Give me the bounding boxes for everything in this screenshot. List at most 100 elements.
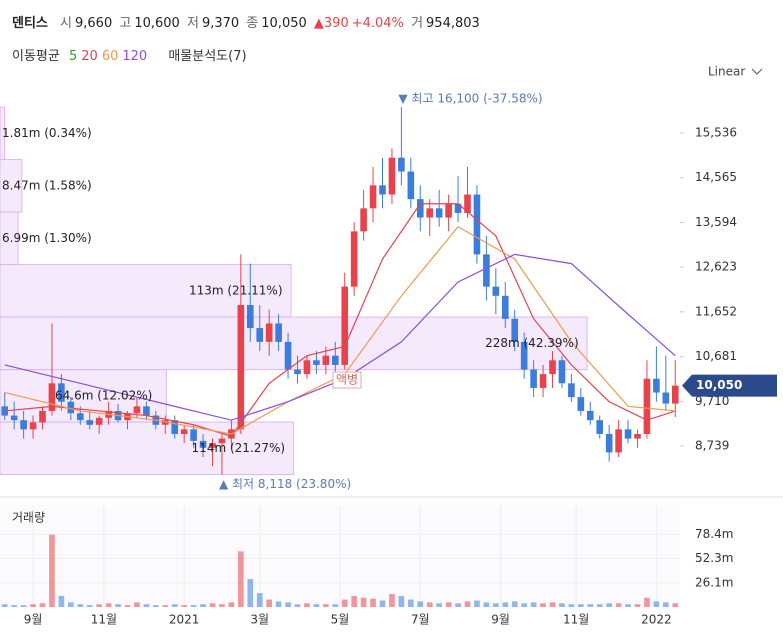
candle-body [501, 295, 509, 319]
volume-bar [238, 551, 244, 607]
y-tick-label: 14,565 [695, 170, 737, 184]
volume-bar [11, 605, 17, 607]
scale-mode[interactable]: Linear [708, 65, 745, 79]
indicator-legend: 이동평균 5 20 60 120 매물분석도(7) [12, 45, 252, 64]
candle-body [577, 397, 585, 411]
x-tick-label: 2022 [641, 613, 672, 627]
volume-bar [549, 602, 556, 607]
volume-bar [530, 602, 537, 607]
quote-header: 덴티스 시 9,660 고 10,600 저 9,370 종 10,050 ▲390 +4… [12, 12, 483, 31]
volume-bar [653, 601, 660, 607]
volume-bar [171, 604, 178, 607]
volume-bar [332, 604, 339, 607]
x-tick-label: 3월 [250, 613, 269, 627]
volume-bar [360, 597, 367, 607]
y-tick-label: 15,536 [695, 126, 737, 140]
dropdown-icon[interactable] [751, 68, 763, 75]
volume-bar [49, 534, 55, 607]
current-price-tag [682, 374, 777, 397]
candle-body [294, 369, 301, 375]
volume-bar [408, 599, 414, 607]
candle-body [388, 157, 396, 195]
x-tick-label: 11월 [563, 613, 589, 627]
y-tick-label: 11,652 [695, 304, 737, 318]
volume-title: 거래량 [12, 511, 45, 525]
volume-bar [341, 599, 348, 607]
volume-bar [20, 605, 27, 607]
volume-bar [625, 604, 631, 607]
candle-body [445, 203, 452, 218]
candle-body [76, 413, 84, 421]
candle-body [275, 323, 282, 342]
volume-bar [275, 601, 282, 607]
y-tick-label: 26.1m [695, 575, 733, 589]
candle-body [530, 369, 537, 388]
candle-body [473, 194, 481, 255]
x-tick-label: 9월 [491, 613, 510, 627]
value: 954,803 [426, 16, 480, 31]
candle-body [511, 318, 519, 342]
volume-bar [143, 604, 150, 607]
volume-bar [285, 602, 291, 607]
volume-bar [578, 604, 584, 607]
volume-bar [181, 605, 187, 607]
candle-body [246, 305, 254, 329]
volume-bar [294, 604, 301, 607]
volume-bar [606, 603, 612, 607]
label: 시 [60, 16, 72, 31]
low-marker: ▲ 최저 8,118 (23.80%) [219, 477, 351, 491]
value: 10,600 [134, 16, 180, 31]
candle-body [549, 360, 556, 375]
candle-body [671, 385, 679, 404]
volume-bar [162, 605, 169, 607]
x-tick-label: 2021 [169, 613, 200, 627]
volume-bar [209, 603, 216, 607]
value: 9,660 [75, 16, 113, 31]
volume-profile-label: 228m (42.39%) [485, 336, 579, 350]
candle-body [369, 185, 377, 209]
candle-body [218, 438, 226, 444]
volume-bar [663, 602, 669, 607]
volume-bar [540, 603, 546, 607]
stock-name: 덴티스 [12, 16, 48, 31]
candle-body [284, 341, 292, 370]
volume-profile-label: 8.47m (1.58%) [2, 178, 92, 192]
y-tick-label: 52.3m [695, 551, 733, 565]
volume-bar [474, 600, 480, 607]
volume-bar [634, 604, 641, 607]
change: ▲390 [313, 16, 349, 31]
volume-bar [219, 604, 225, 607]
volume-bar [190, 605, 197, 607]
candle-body [454, 203, 462, 213]
volume-bar [502, 602, 509, 607]
candle-body [435, 208, 443, 218]
candle-body [10, 415, 18, 421]
volume-bar [417, 601, 424, 607]
x-tick-label: 11월 [91, 613, 117, 627]
candle-body [596, 420, 604, 434]
candle-body [190, 429, 197, 441]
profile-title[interactable]: 매물분석도(7) [168, 49, 247, 64]
candle-body [199, 440, 207, 448]
candle-body [322, 355, 330, 365]
volume-bar [313, 604, 320, 607]
volume-bar [304, 603, 310, 607]
volume-bar [587, 604, 594, 607]
volume-bar [58, 595, 65, 607]
label: 종 [246, 16, 259, 31]
candle-body [398, 157, 405, 172]
volume-bar [596, 604, 603, 607]
ma-legend-item: 120 [122, 49, 148, 64]
volume-bar [521, 603, 527, 607]
volume-bar [379, 600, 386, 607]
candle-body [416, 199, 424, 218]
moving-average [4, 225, 676, 435]
candle-body [653, 378, 660, 393]
candle-body [95, 417, 103, 425]
candle-body [379, 185, 386, 195]
volume-bar [445, 602, 452, 607]
candle-body [331, 355, 339, 365]
candle-body [67, 401, 75, 414]
candle-body [662, 392, 670, 404]
